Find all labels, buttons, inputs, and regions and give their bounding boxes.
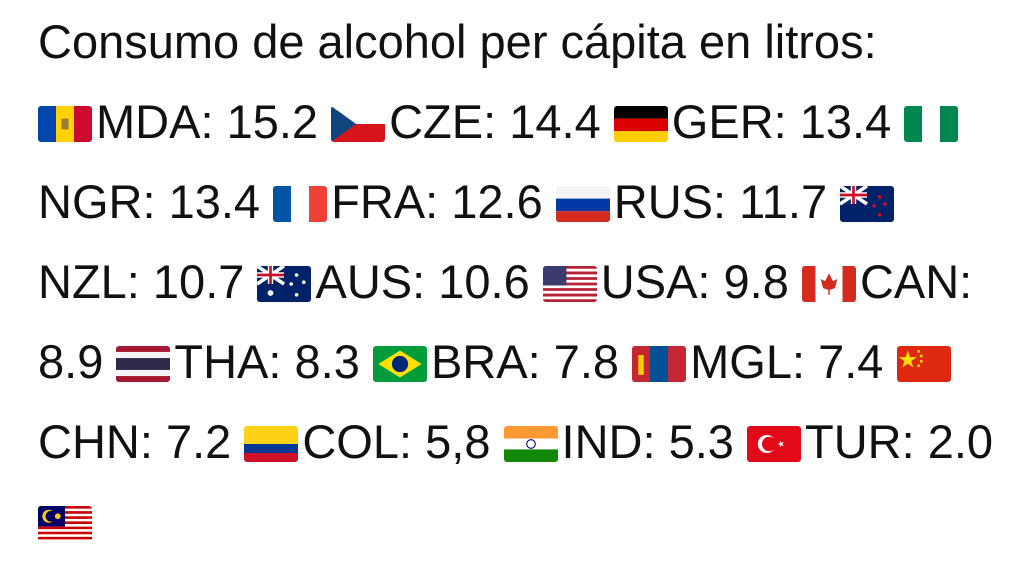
country-code: CZE: (389, 95, 497, 148)
value: 12.6 (451, 175, 543, 228)
value: 5,8 (425, 415, 491, 468)
flag (116, 346, 171, 382)
flag (613, 106, 668, 142)
country-code: IND: (561, 415, 656, 468)
flag (632, 346, 687, 382)
country-code: CHN: (38, 415, 153, 468)
value: 2.0 (927, 415, 994, 468)
flag (542, 266, 597, 302)
value: 11.7 (739, 175, 828, 228)
country-code: FRA: (331, 175, 439, 228)
flag (904, 106, 959, 142)
value: 14.4 (509, 95, 601, 148)
flag (555, 186, 610, 222)
country-code: TUR: (805, 415, 915, 468)
country-code: MGL: (690, 335, 806, 388)
flag (747, 426, 801, 462)
country-code: RUS: (613, 175, 727, 228)
flag (256, 264, 312, 302)
value: 5.3 (668, 415, 734, 468)
value: 8.9 (38, 335, 104, 388)
value: 13.4 (799, 95, 892, 148)
flag (801, 266, 856, 302)
flag (372, 346, 427, 382)
country-code: NGR: (38, 175, 156, 228)
country-code: NZL: (38, 255, 140, 308)
value: 10.6 (438, 255, 530, 308)
value: 10.7 (152, 255, 245, 308)
country-code: GER: (671, 95, 787, 148)
flag (839, 184, 895, 222)
value: 7.2 (165, 415, 232, 468)
country-code: USA: (600, 255, 711, 308)
flag (503, 426, 558, 462)
value: 13.4 (168, 175, 261, 228)
value: 7.8 (553, 335, 620, 388)
flag (38, 505, 92, 542)
country-code: CAN: (859, 255, 973, 308)
flag (896, 346, 951, 382)
title: Consumo de alcohol per cápita en litros: (38, 15, 877, 68)
flag (38, 106, 92, 142)
flag (331, 106, 386, 142)
value: 15.2 (226, 95, 319, 148)
entry-list: MDA: 15.2 CZE: 14.4 GER: 13.4 NGR: 13.4 … (38, 82, 994, 562)
value: 7.4 (818, 335, 884, 388)
value: 8.3 (294, 335, 360, 388)
value: 9.8 (723, 255, 789, 308)
country-code: AUS: (315, 255, 426, 308)
country-code: THA: (174, 335, 282, 388)
country-code: COL: (302, 415, 413, 468)
country-code: MDA: (96, 95, 214, 148)
country-code: BRA: (430, 335, 541, 388)
flag (273, 186, 328, 222)
flag (244, 426, 299, 462)
